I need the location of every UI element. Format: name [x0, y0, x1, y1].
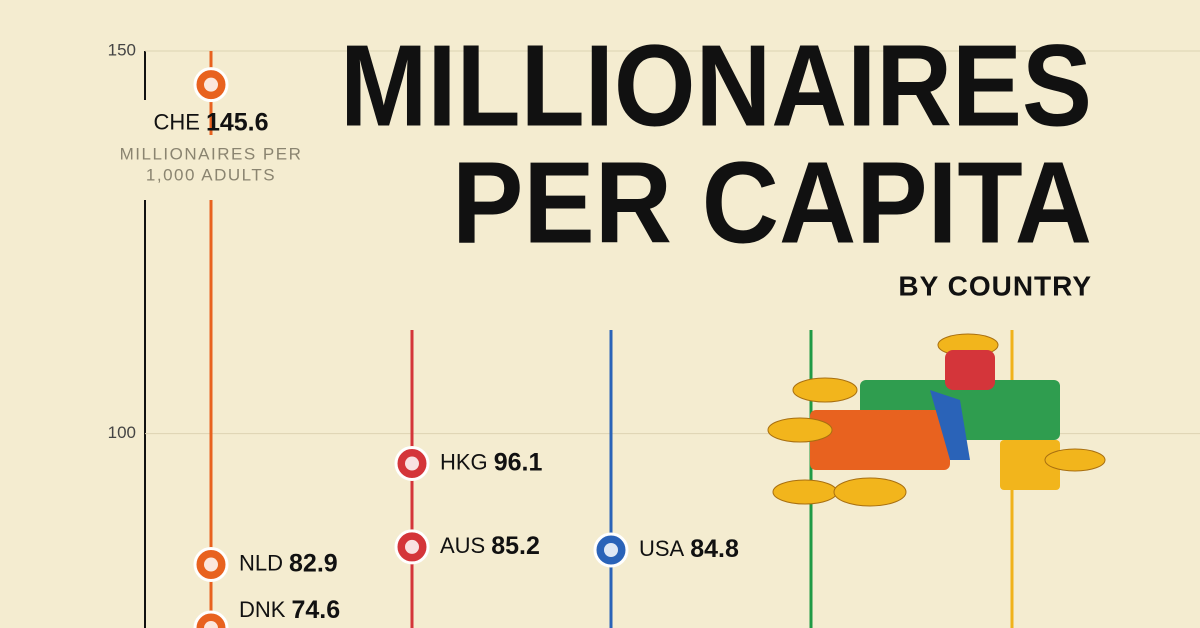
data-label: CHE 145.6	[153, 108, 268, 136]
dot	[193, 610, 229, 628]
data-label: NLD 82.9	[239, 549, 338, 577]
chart-subtitle: BY COUNTRY	[898, 270, 1092, 301]
data-label: USA 84.8	[639, 535, 739, 563]
coin	[772, 479, 838, 505]
country-label: DNK	[239, 597, 286, 622]
country-label: AUS	[440, 533, 485, 558]
chart-title: MILLIONAIRES	[340, 21, 1092, 151]
country-label: NLD	[239, 550, 283, 575]
flag	[204, 77, 218, 92]
value-label: 85.2	[491, 532, 540, 560]
unit-label: 1,000 ADULTS	[146, 165, 276, 184]
coin	[1044, 448, 1106, 472]
value-label: 82.9	[289, 549, 338, 577]
figure	[945, 350, 995, 390]
unit-label: MILLIONAIRES PER	[120, 144, 303, 163]
data-label: HKG 96.1	[440, 448, 542, 476]
flag	[405, 539, 419, 554]
flag	[204, 621, 218, 628]
value-label: 84.8	[690, 535, 739, 563]
figure	[930, 390, 970, 460]
gold-bar	[1000, 440, 1060, 490]
country-label: CHE	[153, 109, 199, 134]
value-label: 74.6	[291, 596, 340, 624]
data-label: AUS 85.2	[440, 532, 540, 560]
flag	[604, 542, 618, 557]
data-label: DNK 74.6	[239, 596, 340, 624]
illustration	[767, 333, 1106, 507]
y-tick-label: 100	[108, 423, 136, 442]
chart-title: PER CAPITA	[452, 138, 1092, 268]
country-label: HKG	[440, 449, 488, 474]
value-label: 145.6	[206, 108, 269, 136]
coin	[792, 377, 858, 403]
value-label: 96.1	[494, 448, 543, 476]
country-label: USA	[639, 536, 685, 561]
money-stack	[810, 410, 950, 470]
coin	[833, 477, 907, 507]
coin	[767, 417, 833, 443]
flag	[405, 456, 419, 471]
y-tick-label: 150	[108, 40, 136, 59]
flag	[204, 557, 218, 572]
